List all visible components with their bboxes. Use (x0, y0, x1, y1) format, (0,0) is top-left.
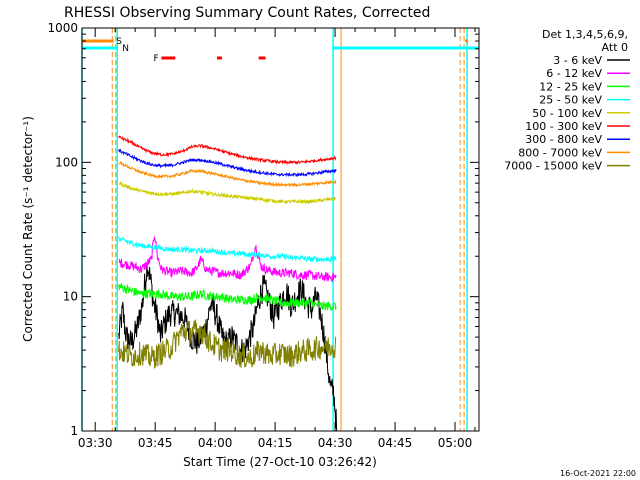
x-tick-label: 04:30 (318, 436, 353, 450)
legend-label-9: 7000 - 15000 keV (504, 160, 602, 173)
x-axis-label: Start Time (27-Oct-10 03:26:42) (183, 455, 377, 469)
y-tick-label: 1000 (47, 21, 78, 35)
y-axis-label: Corrected Count Rate (s⁻¹ detector⁻¹) (21, 116, 35, 342)
series-trace-1 (118, 262, 338, 431)
night-flag-label: N (122, 44, 129, 54)
legend-label-1: 3 - 6 keV (553, 54, 602, 67)
y-tick-label: 10 (63, 290, 78, 304)
legend-label-5: 50 - 100 keV (532, 107, 602, 120)
x-tick-label: 04:45 (378, 436, 413, 450)
legend-label-3: 12 - 25 keV (539, 80, 602, 93)
series-trace-6 (118, 135, 337, 166)
x-tick-label: 03:30 (78, 436, 113, 450)
x-tick-label: 03:45 (138, 436, 173, 450)
y-tick-label: 1 (70, 424, 78, 438)
series-trace-3 (118, 283, 337, 311)
x-tick-label: 05:00 (438, 436, 473, 450)
legend-label-8: 800 - 7000 keV (518, 146, 602, 159)
series-trace-9 (118, 318, 337, 369)
y-tick-label: 100 (55, 155, 78, 169)
x-tick-label: 04:00 (198, 436, 233, 450)
legend-header-detectors: Det 1,3,4,5,6,9, (542, 28, 628, 41)
series-trace-4 (118, 236, 337, 264)
legend-header-attenuator: Att 0 (602, 41, 628, 54)
legend-label-4: 25 - 50 keV (539, 94, 602, 107)
saa-flag-label: S (116, 37, 122, 47)
x-tick-label: 04:15 (258, 436, 293, 450)
date-stamp: 16-Oct-2021 22:00 (560, 469, 636, 478)
legend-label-7: 300 - 800 keV (525, 133, 602, 146)
legend-label-2: 6 - 12 keV (546, 67, 602, 80)
plot-frame (81, 27, 480, 432)
series-trace-8 (118, 161, 337, 188)
flare-flag-label: F (153, 54, 158, 64)
series-trace-2 (118, 235, 337, 283)
series-trace-7 (118, 148, 337, 178)
legend-label-6: 100 - 300 keV (525, 120, 602, 133)
chart-title: RHESSI Observing Summary Count Rates, Co… (64, 5, 430, 21)
series-trace-5 (118, 180, 337, 206)
